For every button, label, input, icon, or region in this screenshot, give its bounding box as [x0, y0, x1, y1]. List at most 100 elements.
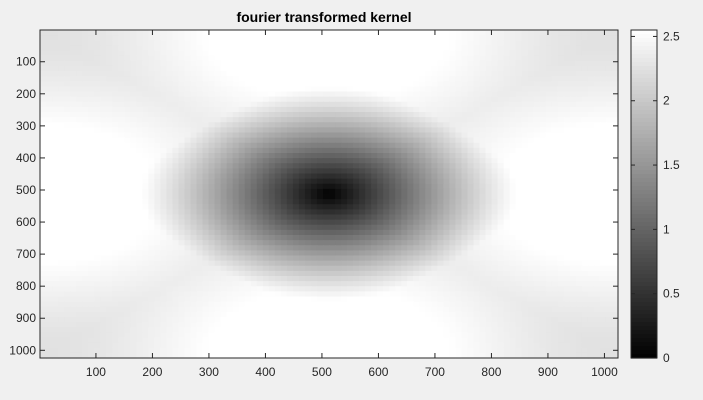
heatmap-cell [365, 137, 372, 144]
heatmap-cell [232, 240, 240, 246]
heatmap-cell [112, 229, 119, 236]
heatmap-cell [106, 255, 113, 262]
heatmap-cell [605, 132, 613, 139]
heatmap-cell [503, 142, 511, 149]
heatmap-cell [220, 106, 228, 113]
heatmap-cell [100, 153, 107, 159]
heatmap-cell [106, 178, 113, 185]
heatmap-cell [52, 235, 59, 241]
heatmap-cell [232, 142, 240, 149]
heatmap-cell [491, 127, 499, 134]
heatmap-cell [371, 163, 378, 169]
heatmap-cell [238, 173, 246, 180]
heatmap-cell [172, 127, 180, 134]
heatmap-cell [545, 163, 553, 169]
heatmap-cell [322, 122, 330, 128]
heatmap-cell [136, 183, 143, 190]
heatmap-cell [268, 265, 276, 272]
heatmap-cell [124, 76, 131, 82]
heatmap-cell [106, 199, 113, 205]
heatmap-cell [491, 188, 499, 195]
heatmap-cell [557, 55, 565, 62]
heatmap-cell [196, 178, 204, 185]
heatmap-cell [322, 255, 330, 262]
heatmap-cell [262, 199, 270, 205]
heatmap-cell [497, 158, 505, 164]
heatmap-cell [353, 281, 360, 287]
heatmap-cell [575, 65, 583, 72]
heatmap-cell [82, 112, 89, 118]
heatmap-cell [419, 112, 426, 118]
heatmap-cell [551, 122, 559, 128]
heatmap-cell [377, 112, 384, 118]
heatmap-cell [148, 142, 155, 149]
heatmap-cell [539, 188, 547, 195]
heatmap-cell [383, 112, 390, 118]
heatmap-cell [130, 76, 137, 82]
heatmap-cell [88, 30, 95, 36]
heatmap-cell [581, 35, 589, 41]
heatmap-cell [341, 96, 348, 103]
heatmap-cell [214, 122, 222, 128]
heatmap-cell [587, 147, 595, 154]
heatmap-cell [533, 183, 541, 190]
heatmap-cell [371, 60, 378, 67]
heatmap-cell [485, 50, 493, 57]
heatmap-cell [178, 137, 186, 144]
heatmap-cell [310, 65, 318, 72]
heatmap-cell [40, 132, 47, 139]
heatmap-cell [341, 122, 348, 128]
heatmap-cell [383, 281, 390, 287]
heatmap-cell [46, 281, 53, 287]
heatmap-cell [178, 158, 186, 164]
heatmap-cell [166, 60, 174, 67]
heatmap-cell [148, 117, 155, 123]
heatmap-cell [220, 112, 228, 118]
heatmap-cell [551, 127, 559, 134]
heatmap-cell [587, 106, 595, 113]
heatmap-cell [220, 50, 228, 57]
heatmap-cell [208, 40, 216, 46]
heatmap-cell [539, 30, 547, 36]
heatmap-cell [94, 35, 101, 41]
heatmap-cell [407, 86, 414, 93]
heatmap-cell [515, 112, 523, 118]
heatmap-cell [377, 194, 384, 200]
heatmap-cell [118, 168, 125, 175]
heatmap-cell [389, 132, 396, 139]
heatmap-cell [467, 229, 475, 236]
heatmap-cell [575, 291, 583, 298]
heatmap-cell [437, 158, 444, 164]
heatmap-cell [142, 235, 149, 241]
heatmap-cell [413, 147, 420, 154]
heatmap-cell [100, 142, 107, 149]
heatmap-cell [142, 76, 149, 82]
heatmap-cell [587, 204, 595, 210]
heatmap-cell [539, 50, 547, 57]
heatmap-cell [593, 173, 601, 180]
heatmap-cell [503, 255, 511, 262]
heatmap-cell [178, 60, 186, 67]
heatmap-cell [569, 45, 577, 52]
heatmap-cell [202, 199, 210, 205]
heatmap-cell [178, 209, 186, 216]
heatmap-cell [527, 96, 535, 103]
heatmap-cell [232, 50, 240, 57]
heatmap-cell [533, 291, 541, 298]
heatmap-cell [58, 127, 65, 134]
heatmap-cell [322, 106, 330, 113]
heatmap-cell [40, 60, 47, 67]
heatmap-cell [244, 153, 252, 159]
heatmap-cell [226, 276, 234, 282]
heatmap-cell [40, 106, 47, 113]
heatmap-cell [449, 106, 457, 113]
heatmap-cell [238, 265, 246, 272]
heatmap-cell [202, 132, 210, 139]
heatmap-cell [292, 132, 300, 139]
heatmap-cell [280, 132, 288, 139]
heatmap-cell [208, 86, 216, 93]
heatmap-cell [413, 199, 420, 205]
heatmap-cell [425, 40, 432, 46]
heatmap-cell [250, 132, 258, 139]
heatmap-cell [383, 142, 390, 149]
